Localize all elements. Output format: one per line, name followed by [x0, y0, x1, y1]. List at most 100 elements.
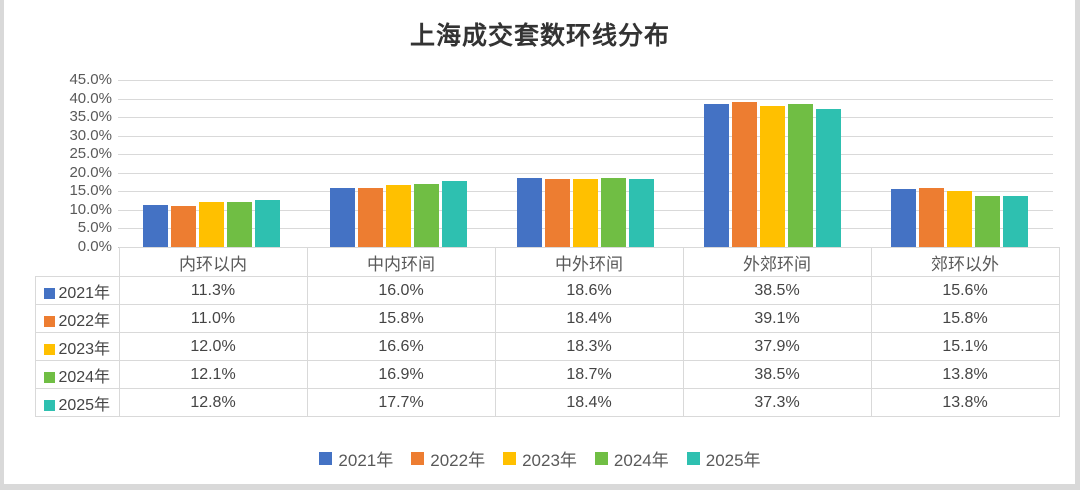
bar-2024年-郊环以外: [975, 195, 1000, 247]
bar-2021年-郊环以外: [891, 189, 916, 247]
table-value-cell: 11.3%: [118, 276, 308, 305]
y-axis-tick-label: 20.0%: [69, 163, 112, 181]
table-row: 2024年 12.1% 16.9% 18.7% 38.5% 13.8%: [35, 360, 1060, 389]
table-row: 2023年 12.0% 16.6% 18.3% 37.9% 15.1%: [35, 332, 1060, 361]
table-column-header: 内环以内: [118, 247, 308, 277]
series-color-swatch: [44, 399, 56, 411]
bar-2023年-郊环以外: [947, 190, 972, 247]
table-value-cell: 12.0%: [118, 332, 308, 361]
series-color-swatch: [44, 343, 56, 355]
y-axis-tick-label: 30.0%: [69, 126, 112, 144]
table-value-cell: 16.6%: [306, 332, 496, 361]
data-table: 内环以内 中内环间 中外环间 外郊环间 郊环以外 2021年 11.3% 16.0% 18.6…: [35, 247, 1060, 417]
bar-2024年-内环以内: [227, 202, 252, 247]
table-row: 2021年 11.3% 16.0% 18.6% 38.5% 15.6%: [35, 276, 1060, 305]
table-row-label: 2022年: [35, 304, 120, 333]
legend-label: 2025年: [705, 450, 761, 470]
frame-border-right: [1075, 0, 1080, 490]
bar-2022年-中外环间: [545, 178, 570, 247]
table-value-cell: 18.4%: [494, 304, 684, 333]
table-value-cell: 18.7%: [494, 360, 684, 389]
table-row: 2022年 11.0% 15.8% 18.4% 39.1% 15.8%: [35, 304, 1060, 333]
table-row: 2025年 12.8% 17.7% 18.4% 37.3% 13.8%: [35, 388, 1060, 417]
bar-2025年-郊环以外: [1003, 195, 1028, 247]
y-axis-tick-label: 10.0%: [69, 200, 112, 218]
table-value-cell: 38.5%: [682, 276, 872, 305]
bar-2024年-外郊环间: [788, 104, 813, 247]
frame-border-left: [0, 0, 4, 490]
legend-label: 2023年: [522, 450, 577, 470]
plot-area: [118, 80, 1053, 248]
legend-color-swatch: [503, 451, 517, 465]
table-value-cell: 16.9%: [306, 360, 496, 389]
y-axis-tick-label: 45.0%: [69, 71, 112, 88]
y-axis-tick-label: 15.0%: [69, 182, 112, 200]
table-value-cell: 11.0%: [118, 304, 308, 333]
legend: 2021年 2022年 2023年 2024年 2025年: [0, 444, 1080, 472]
series-color-swatch: [44, 371, 56, 383]
table-value-cell: 15.6%: [870, 276, 1060, 305]
legend-color-swatch: [411, 451, 425, 465]
legend-color-swatch: [594, 451, 608, 465]
table-value-cell: 12.8%: [118, 388, 308, 417]
legend-item-2021年: 2021年: [319, 446, 393, 471]
bar-2023年-内环以内: [199, 202, 224, 247]
table-value-cell: 15.8%: [306, 304, 496, 333]
bar-2021年-外郊环间: [704, 104, 729, 247]
bar-2021年-中外环间: [517, 177, 542, 247]
bar-2023年-中外环间: [573, 179, 598, 247]
gridline: [118, 117, 1053, 119]
legend-label: 2021年: [338, 450, 394, 470]
bar-2022年-中内环间: [358, 188, 383, 247]
table-column-header: 中内环间: [306, 247, 496, 277]
table-column-header: 中外环间: [494, 247, 684, 277]
table-value-cell: 18.3%: [494, 332, 684, 361]
y-axis-tick-label: 5.0%: [77, 219, 112, 237]
legend-item-2024年: 2024年: [594, 446, 669, 471]
table-row-label: 2025年: [35, 388, 120, 417]
table-value-cell: 15.1%: [870, 332, 1060, 361]
table-value-cell: 37.9%: [682, 332, 872, 361]
gridline: [118, 135, 1053, 137]
bar-2025年-中内环间: [442, 181, 467, 247]
gridline: [118, 80, 1053, 81]
y-axis-tick-label: 25.0%: [69, 145, 112, 163]
legend-item-2025年: 2025年: [686, 446, 761, 471]
table-row-label: 2021年: [35, 276, 120, 305]
table-row-label: 2023年: [35, 332, 120, 361]
table-value-cell: 12.1%: [118, 360, 308, 389]
legend-label: 2024年: [613, 450, 669, 470]
bar-2024年-中外环间: [601, 177, 626, 247]
bar-2022年-郊环以外: [919, 188, 944, 247]
table-value-cell: 37.3%: [682, 388, 872, 417]
y-axis-tick-label: 35.0%: [69, 108, 112, 126]
bar-2025年-中外环间: [629, 178, 654, 247]
series-color-swatch: [44, 287, 56, 299]
bar-2022年-内环以内: [171, 206, 196, 247]
table-row-label: 2024年: [35, 360, 120, 389]
table-value-cell: 15.8%: [870, 304, 1060, 333]
bar-2024年-中内环间: [414, 184, 439, 247]
table-value-cell: 39.1%: [682, 304, 872, 333]
table-body: 2021年 11.3% 16.0% 18.6% 38.5% 15.6% 2022年 11.0%…: [35, 276, 1060, 417]
bar-2025年-内环以内: [255, 199, 280, 247]
bar-2022年-外郊环间: [732, 101, 757, 247]
table-column-header: 外郊环间: [682, 247, 872, 277]
table-value-cell: 16.0%: [306, 276, 496, 305]
gridline: [118, 172, 1053, 174]
bar-2023年-中内环间: [386, 185, 411, 247]
gridline: [118, 98, 1053, 100]
gridline: [118, 154, 1053, 156]
table-value-cell: 13.8%: [870, 360, 1060, 389]
chart-title: 上海成交套数环线分布: [409, 21, 670, 50]
legend-label: 2022年: [430, 450, 486, 470]
legend-color-swatch: [319, 451, 333, 465]
table-corner-cell: [35, 247, 120, 277]
frame-border-bottom: [0, 484, 1080, 490]
bar-2023年-外郊环间: [760, 106, 785, 247]
series-color-swatch: [44, 315, 56, 327]
legend-item-2022年: 2022年: [411, 446, 485, 471]
table-value-cell: 13.8%: [870, 388, 1060, 417]
bar-2021年-内环以内: [143, 205, 168, 247]
table-value-cell: 17.7%: [306, 388, 496, 417]
